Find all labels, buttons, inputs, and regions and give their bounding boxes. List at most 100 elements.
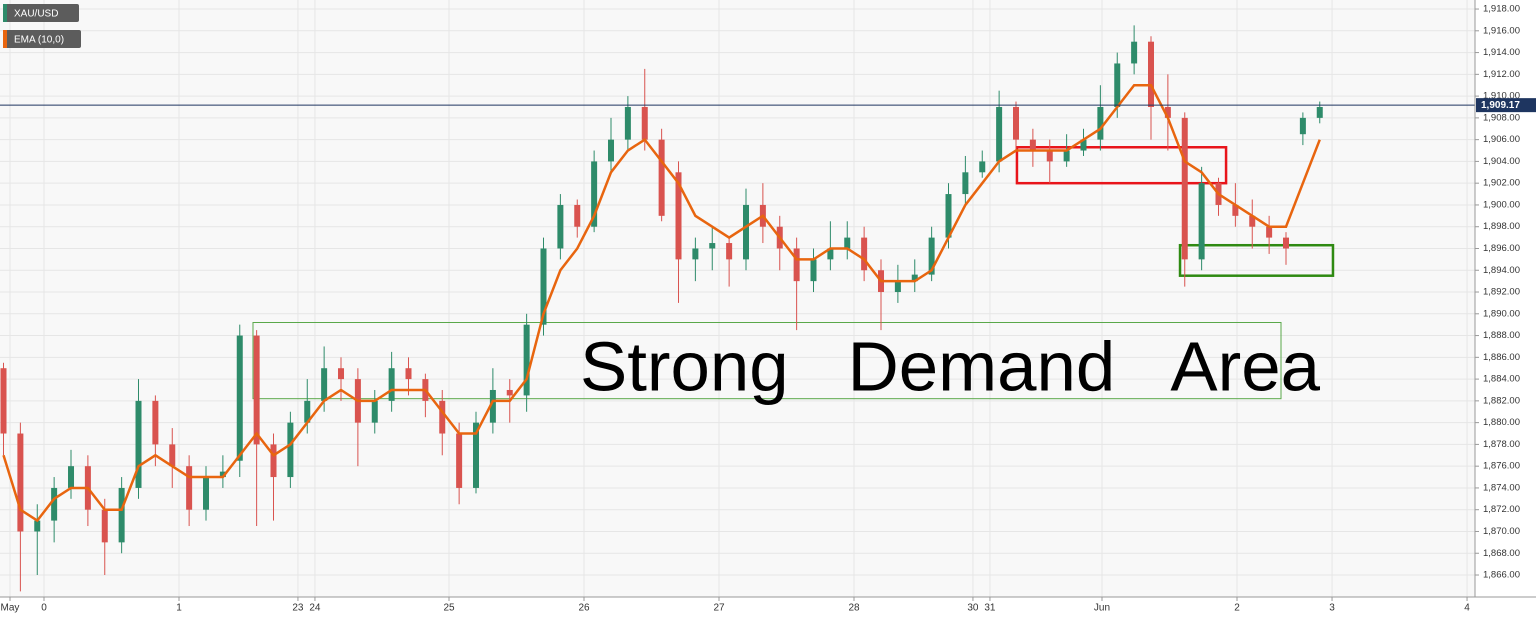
x-tick-label: 30 <box>967 603 979 614</box>
legend-box <box>3 4 79 22</box>
candle-body <box>726 243 733 260</box>
candle-body <box>557 204 564 249</box>
candle-body <box>456 433 463 488</box>
candle-body <box>489 389 496 423</box>
ema-line <box>2 83 1321 523</box>
candle-body <box>793 248 800 282</box>
x-tick-label: 4 <box>1464 603 1470 614</box>
y-tick-label: 1,904.00 <box>1483 156 1520 167</box>
x-tick-label: 31 <box>984 603 996 614</box>
plot-background <box>0 0 1475 597</box>
x-tick-label: 27 <box>713 603 725 614</box>
last-price-label: 1,909.17 <box>1481 100 1520 111</box>
y-tick-label: 1,906.00 <box>1483 134 1520 145</box>
y-tick-label: 1,888.00 <box>1483 330 1520 341</box>
candle-body <box>338 368 345 380</box>
candle-body <box>321 368 328 401</box>
candle-body <box>1029 139 1036 151</box>
candle-body <box>608 139 615 162</box>
legend-label: XAU/USD <box>14 9 58 20</box>
candle-body <box>219 471 226 478</box>
y-tick-label: 1,870.00 <box>1483 526 1520 537</box>
candle-body <box>743 204 750 260</box>
candle-body <box>236 335 243 461</box>
candle-body <box>152 400 159 445</box>
x-tick-label: 1 <box>176 603 182 614</box>
y-tick-label: 1,916.00 <box>1483 25 1520 36</box>
candle-body <box>1181 117 1188 260</box>
legend-swatch <box>3 4 7 22</box>
y-tick-label: 1,868.00 <box>1483 548 1520 559</box>
candle-body <box>1013 106 1020 140</box>
candle-body <box>827 248 834 260</box>
candle-body <box>624 106 631 140</box>
candle-body <box>304 400 311 423</box>
candle-body <box>996 106 1003 162</box>
candle-body <box>1266 226 1273 238</box>
grid <box>0 0 1475 597</box>
candle-body <box>540 248 547 325</box>
candle-body <box>1164 106 1171 118</box>
y-tick-label: 1,902.00 <box>1483 178 1520 189</box>
y-tick-label: 1,890.00 <box>1483 308 1520 319</box>
candle-body <box>641 106 648 140</box>
candle-body <box>203 477 210 510</box>
candle-body <box>523 324 530 396</box>
candle-body <box>1114 63 1121 107</box>
y-tick-label: 1,908.00 <box>1483 112 1520 123</box>
legend-box <box>3 30 81 48</box>
y-tick-label: 1,884.00 <box>1483 374 1520 385</box>
marks <box>0 25 1475 592</box>
y-tick-label: 1,912.00 <box>1483 69 1520 80</box>
candle-body <box>0 368 7 434</box>
candle-body <box>270 444 277 478</box>
zone <box>1015 146 1228 185</box>
candle-body <box>810 259 817 282</box>
candle-body <box>1131 41 1138 64</box>
y-tick-label: 1,874.00 <box>1483 482 1520 493</box>
candle-body <box>692 248 699 260</box>
y-tick-label: 1,872.00 <box>1483 504 1520 515</box>
axes: 1,866.00 1,868.00 1,870.00 1,872.00 1,874.00… <box>1 4 1536 614</box>
y-tick-label: 1,886.00 <box>1483 352 1520 363</box>
candle-body <box>68 466 75 488</box>
candle-body <box>135 400 142 488</box>
x-tick-label: 25 <box>443 603 455 614</box>
y-tick-label: 1,878.00 <box>1483 439 1520 450</box>
y-tick-label: 1,880.00 <box>1483 417 1520 428</box>
x-tick-label: Jun <box>1094 603 1110 614</box>
candle-body <box>118 487 125 543</box>
zone <box>252 321 1282 400</box>
candle-body <box>928 237 935 275</box>
candle-body <box>675 172 682 260</box>
candle-body <box>574 204 581 227</box>
candle-body <box>658 139 665 216</box>
candle-body <box>186 466 193 510</box>
candle-body <box>388 368 395 401</box>
x-tick-label: 0 <box>41 603 47 614</box>
candle-body <box>844 237 851 249</box>
candle-body <box>894 281 901 293</box>
candle-body <box>911 274 918 282</box>
x-tick-label: May <box>1 603 20 614</box>
candle-body <box>1097 106 1104 140</box>
y-tick-label: 1,876.00 <box>1483 461 1520 472</box>
candle-body <box>1148 41 1155 107</box>
y-tick-label: 1,892.00 <box>1483 287 1520 298</box>
y-tick-label: 1,910.00 <box>1483 91 1520 102</box>
candle-body <box>17 433 24 532</box>
last-price-box <box>1476 98 1536 113</box>
candle-body <box>371 400 378 423</box>
y-tick-label: 1,918.00 <box>1483 4 1520 15</box>
candle-body <box>1046 150 1053 162</box>
candle-body <box>861 237 868 271</box>
candle-body <box>34 520 41 532</box>
x-tick-label: 28 <box>848 603 860 614</box>
legend-swatch <box>3 30 7 48</box>
candle-body <box>591 161 598 227</box>
y-tick-label: 1,894.00 <box>1483 265 1520 276</box>
x-tick-label: 2 <box>1234 603 1240 614</box>
candle-body <box>439 400 446 434</box>
candle-body <box>51 487 58 521</box>
